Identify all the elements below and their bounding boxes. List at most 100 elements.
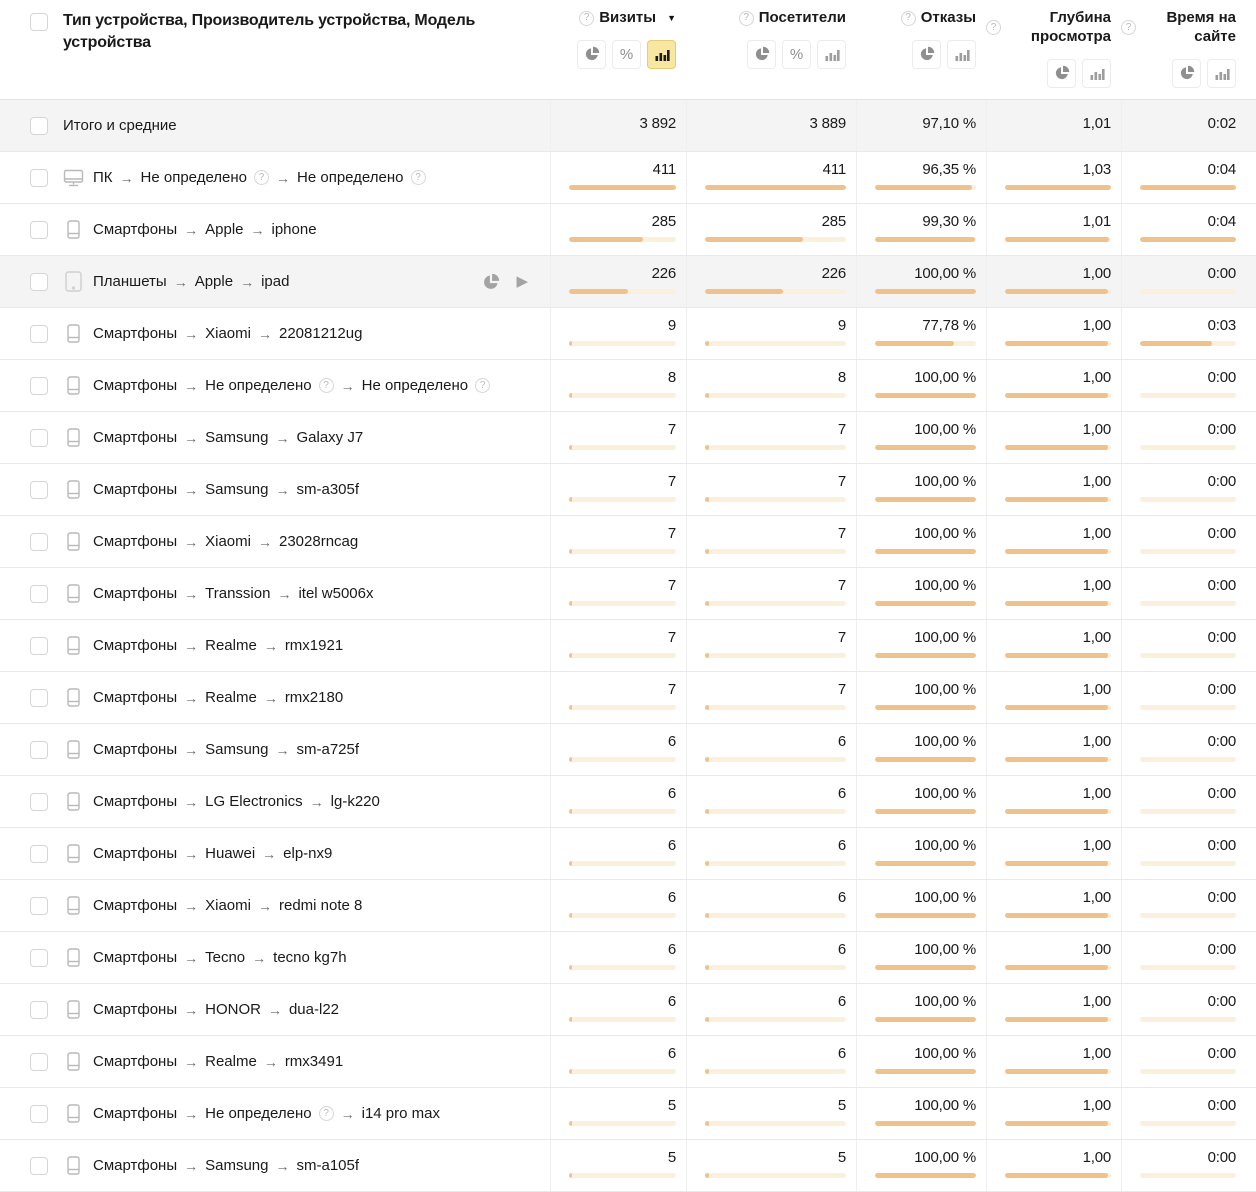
help-icon[interactable]: ? (254, 170, 270, 185)
row-checkbox[interactable] (30, 584, 48, 603)
row-checkbox[interactable] (30, 636, 48, 655)
bar-fill (875, 289, 976, 294)
bounce-cell: 100,00 % (856, 568, 986, 619)
metric-value: 100,00 % (914, 369, 976, 386)
help-icon[interactable]: ? (579, 10, 595, 26)
metric-bar (1140, 393, 1236, 398)
bounce-cell: 100,00 % (856, 984, 986, 1035)
pie-chart-icon[interactable] (482, 273, 500, 291)
row-label-cell: Смартфоны → Samsung → sm-a725f (0, 724, 550, 775)
table-row[interactable]: Смартфоны → Transsion → itel w5006x 7 7 100,… (0, 568, 1256, 620)
pie-view-button[interactable] (1047, 58, 1076, 88)
bar-fill (705, 1173, 709, 1178)
row-checkbox[interactable] (30, 1000, 48, 1019)
row-checkbox[interactable] (30, 324, 48, 343)
bar-fill (875, 861, 976, 866)
path-segment: Планшеты (93, 273, 167, 290)
row-checkbox[interactable] (30, 428, 48, 447)
table-row[interactable]: Смартфоны → LG Electronics → lg-k220 6 6 100… (0, 776, 1256, 828)
table-row[interactable]: Смартфоны → Huawei → elp-nx9 6 6 100,00 % 1,… (0, 828, 1256, 880)
row-checkbox[interactable] (30, 896, 48, 915)
table-row[interactable]: ПК → Не определено? → Не определено? 411 411… (0, 152, 1256, 204)
row-checkbox[interactable] (30, 116, 48, 135)
visits-cell: 7 (550, 568, 686, 619)
metric-value: 0:00 (1207, 785, 1237, 802)
table-row[interactable]: Смартфоны → Realme → rmx1921 7 7 100,00 % 1,… (0, 620, 1256, 672)
help-icon[interactable]: ? (318, 378, 334, 393)
table-row[interactable]: Смартфоны → Xiaomi → 23028rncag 7 7 100,00 %… (0, 516, 1256, 568)
pie-view-button[interactable] (577, 39, 606, 69)
help-icon[interactable]: ? (318, 1106, 334, 1121)
help-icon[interactable]: ? (900, 10, 916, 26)
table-row[interactable]: Смартфоны → Realme → rmx3491 6 6 100,00 % 1,… (0, 1036, 1256, 1088)
table-row[interactable]: Смартфоны → Не определено? → Не определено? … (0, 360, 1256, 412)
row-checkbox[interactable] (30, 844, 48, 863)
row-checkbox[interactable] (30, 948, 48, 967)
row-checkbox[interactable] (30, 1156, 48, 1175)
help-icon[interactable]: ? (410, 170, 426, 185)
bars-view-button[interactable] (1082, 58, 1111, 88)
time-column-sort[interactable]: ? Время на сайте (1121, 9, 1236, 47)
bars-view-button[interactable] (1207, 58, 1236, 88)
metric-bar (1140, 445, 1236, 450)
row-path: Смартфоны → Xiaomi → 22081212ug (93, 325, 362, 342)
help-icon[interactable]: ? (1121, 20, 1136, 36)
time-cell: 0:02 (1121, 100, 1256, 151)
row-checkbox[interactable] (30, 168, 48, 187)
expand-play-icon[interactable]: ▶ (516, 273, 528, 290)
row-checkbox[interactable] (30, 792, 48, 811)
row-checkbox[interactable] (30, 1104, 48, 1123)
bars-view-button[interactable] (817, 39, 846, 69)
help-icon[interactable]: ? (738, 10, 754, 26)
row-checkbox[interactable] (30, 740, 48, 759)
metric-value: 1,01 (1082, 115, 1112, 132)
table-row[interactable]: Смартфоны → Apple → iphone 285 285 99,30 % 1… (0, 204, 1256, 256)
select-all-checkbox[interactable] (30, 13, 48, 31)
pie-view-button[interactable] (912, 39, 941, 69)
metric-bar (705, 653, 846, 658)
visits-column-sort[interactable]: ? Визиты ▼ (579, 9, 676, 28)
help-icon[interactable]: ? (475, 378, 491, 393)
percent-view-button[interactable]: % (612, 39, 641, 69)
table-row[interactable]: Смартфоны → Samsung → sm-a725f 6 6 100,00 % … (0, 724, 1256, 776)
table-row[interactable]: Смартфоны → Xiaomi → 22081212ug 9 9 77,78 % … (0, 308, 1256, 360)
metric-value: 285 (821, 213, 847, 230)
row-checkbox[interactable] (30, 480, 48, 499)
pie-view-button[interactable] (1172, 58, 1201, 88)
row-checkbox[interactable] (30, 272, 48, 291)
visitors-column-sort[interactable]: ? Посетители (738, 9, 846, 28)
row-checkbox[interactable] (30, 532, 48, 551)
metric-bar (1140, 185, 1236, 190)
table-row[interactable]: Смартфоны → HONOR → dua-l22 6 6 100,00 % 1,0… (0, 984, 1256, 1036)
row-checkbox[interactable] (30, 688, 48, 707)
row-checkbox[interactable] (30, 376, 48, 395)
table-row[interactable]: Смартфоны → Samsung → sm-a105f 5 5 100,00 % … (0, 1140, 1256, 1192)
depth-column-sort[interactable]: ? Глубина просмотра (986, 9, 1111, 47)
path-segment: Galaxy J7 (296, 429, 364, 446)
bounce-column-sort[interactable]: ? Отказы (900, 9, 976, 28)
bar-fill (1005, 757, 1108, 762)
pie-view-button[interactable] (747, 39, 776, 69)
table-row[interactable]: Смартфоны → Samsung → sm-a305f 7 7 100,00 % … (0, 464, 1256, 516)
bars-view-button[interactable] (947, 39, 976, 69)
metric-bar (569, 965, 676, 970)
table-row[interactable]: Смартфоны → Realme → rmx2180 7 7 100,00 % 1,… (0, 672, 1256, 724)
row-path: Смартфоны → Xiaomi → 23028rncag (93, 533, 358, 550)
table-row[interactable]: Планшеты → Apple → ipad ▶ 226 226 100,00 % 1… (0, 256, 1256, 308)
row-checkbox[interactable] (30, 220, 48, 239)
bar-fill (705, 185, 846, 190)
metric-bar (875, 965, 976, 970)
table-row[interactable]: Смартфоны → Не определено? → i14 pro max 5 5… (0, 1088, 1256, 1140)
help-icon[interactable]: ? (986, 20, 1001, 36)
arrow-separator: → (184, 1157, 199, 1174)
visits-header-cell: ? Визиты ▼ % (550, 0, 686, 99)
row-checkbox[interactable] (30, 1052, 48, 1071)
table-row[interactable]: Смартфоны → Xiaomi → redmi note 8 6 6 100,00… (0, 880, 1256, 932)
table-row[interactable]: Смартфоны → Tecno → tecno kg7h 6 6 100,00 % … (0, 932, 1256, 984)
visitors-cell: 3 889 (686, 100, 856, 151)
table-row[interactable]: Смартфоны → Samsung → Galaxy J7 7 7 100,00 %… (0, 412, 1256, 464)
dimension-title: Тип устройства, Производитель устройства… (63, 12, 476, 51)
column-label: Глубина просмотра (1030, 9, 1111, 45)
bars-view-button[interactable] (647, 39, 676, 69)
percent-view-button[interactable]: % (782, 39, 811, 69)
